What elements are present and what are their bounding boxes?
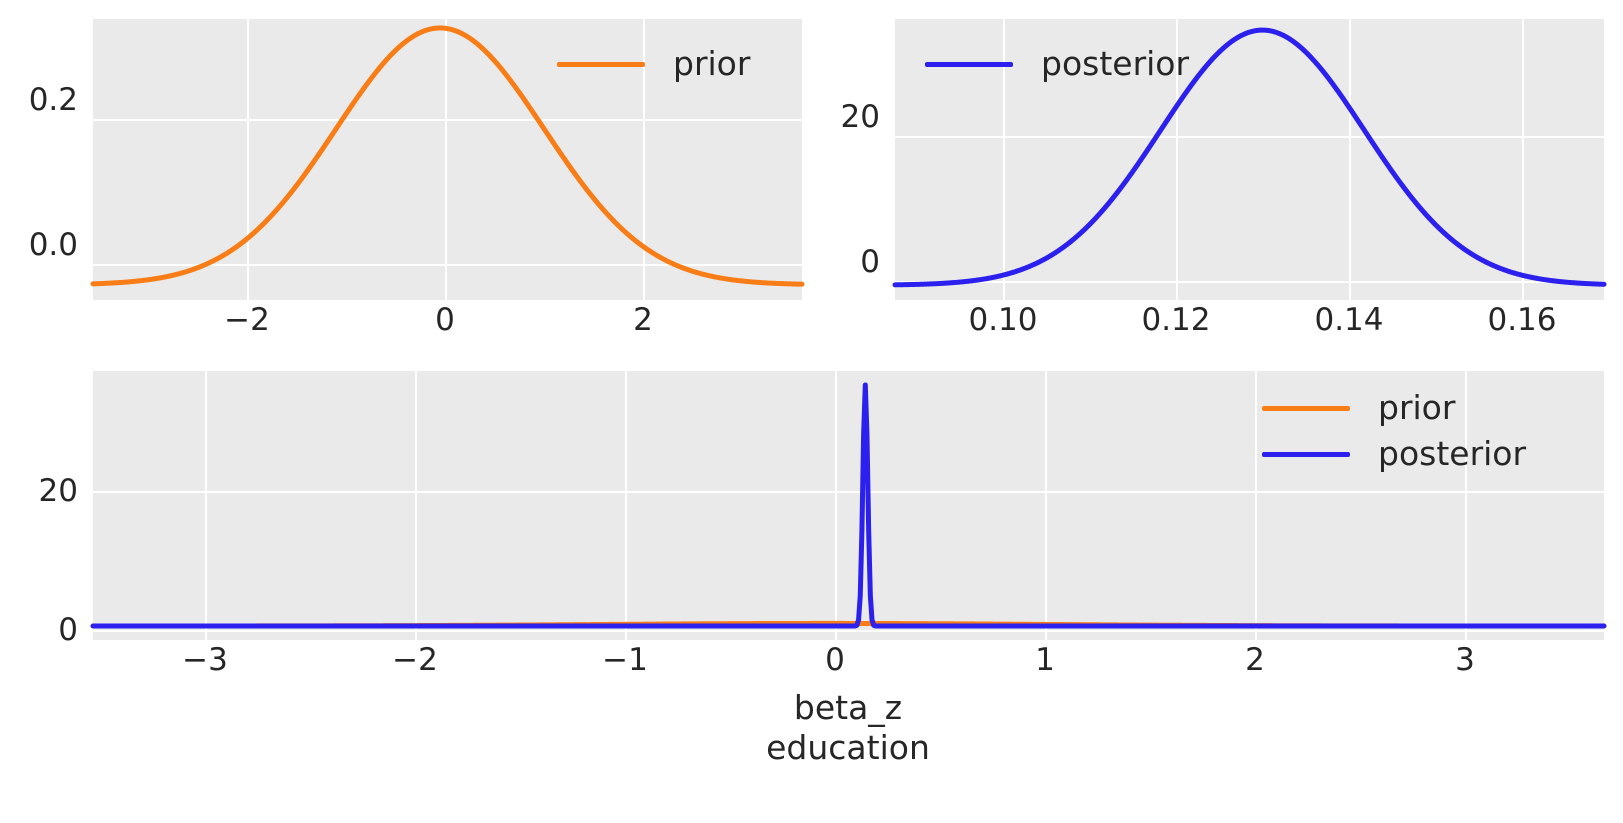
x-axis-label: beta_z education: [766, 688, 930, 767]
x-tick-label: 0: [435, 302, 455, 338]
x-tick-label: 2: [1245, 642, 1265, 678]
legend-row[interactable]: prior: [1262, 385, 1612, 431]
gridline-x: [1176, 19, 1178, 300]
x-tick-label: 0.14: [1314, 302, 1384, 338]
gridline-y: [93, 491, 1604, 493]
prior-panel-legend: prior: [557, 41, 787, 87]
x-tick-label: 0.12: [1141, 302, 1211, 338]
gridline-y: [93, 630, 1604, 632]
gridline-x: [1349, 19, 1351, 300]
x-tick-label: −1: [602, 642, 648, 678]
x-tick-label: 3: [1455, 642, 1475, 678]
gridline-x: [835, 371, 837, 640]
gridline-x: [643, 19, 645, 300]
legend-label: posterior: [1378, 434, 1527, 473]
legend-row[interactable]: prior: [557, 41, 787, 87]
y-tick-label: 0.0: [28, 227, 78, 263]
x-tick-label: 0.10: [968, 302, 1038, 338]
x-tick-label: 2: [633, 302, 653, 338]
gridline-x: [247, 19, 249, 300]
y-tick-label: 20: [38, 473, 78, 509]
legend-swatch-posterior: [925, 62, 1013, 67]
legend-swatch-posterior: [1262, 452, 1350, 457]
gridline-x: [205, 371, 207, 640]
posterior-curve: [90, 382, 1607, 629]
posterior-plot-panel: [892, 19, 1607, 300]
legend-row[interactable]: posterior: [925, 41, 1255, 87]
prior-plot-panel: [90, 19, 805, 300]
legend-row[interactable]: posterior: [1262, 431, 1612, 477]
x-tick-label: −2: [224, 302, 270, 338]
prior-curve: [90, 25, 805, 287]
gridline-x: [1003, 19, 1005, 300]
gridline-x: [445, 19, 447, 300]
legend-label: prior: [673, 44, 751, 83]
x-tick-label: −3: [182, 642, 228, 678]
y-tick-label: 0: [860, 244, 880, 280]
combined-panel-legend: prior posterior: [1262, 385, 1612, 477]
posterior-panel-legend: posterior: [925, 41, 1255, 87]
y-tick-label: 0: [58, 612, 78, 648]
gridline-x: [415, 371, 417, 640]
x-tick-label: 0.16: [1487, 302, 1557, 338]
gridline-x: [1465, 371, 1467, 640]
legend-label: posterior: [1041, 44, 1190, 83]
gridline-y: [895, 136, 1604, 138]
gridline-y: [93, 119, 802, 121]
legend-swatch-prior: [1262, 406, 1350, 411]
gridline-x: [625, 371, 627, 640]
posterior-curve: [892, 27, 1607, 288]
y-tick-label: 0.2: [28, 82, 78, 118]
gridline-y: [895, 281, 1604, 283]
legend-swatch-prior: [557, 62, 645, 67]
gridline-x: [1522, 19, 1524, 300]
x-tick-label: −2: [392, 642, 438, 678]
gridline-x: [1255, 371, 1257, 640]
gridline-y: [93, 264, 802, 266]
x-tick-label: 0: [825, 642, 845, 678]
gridline-x: [1045, 371, 1047, 640]
combined-plot-panel: [90, 371, 1607, 640]
legend-label: prior: [1378, 388, 1456, 427]
y-tick-label: 20: [840, 99, 880, 135]
x-tick-label: 1: [1035, 642, 1055, 678]
